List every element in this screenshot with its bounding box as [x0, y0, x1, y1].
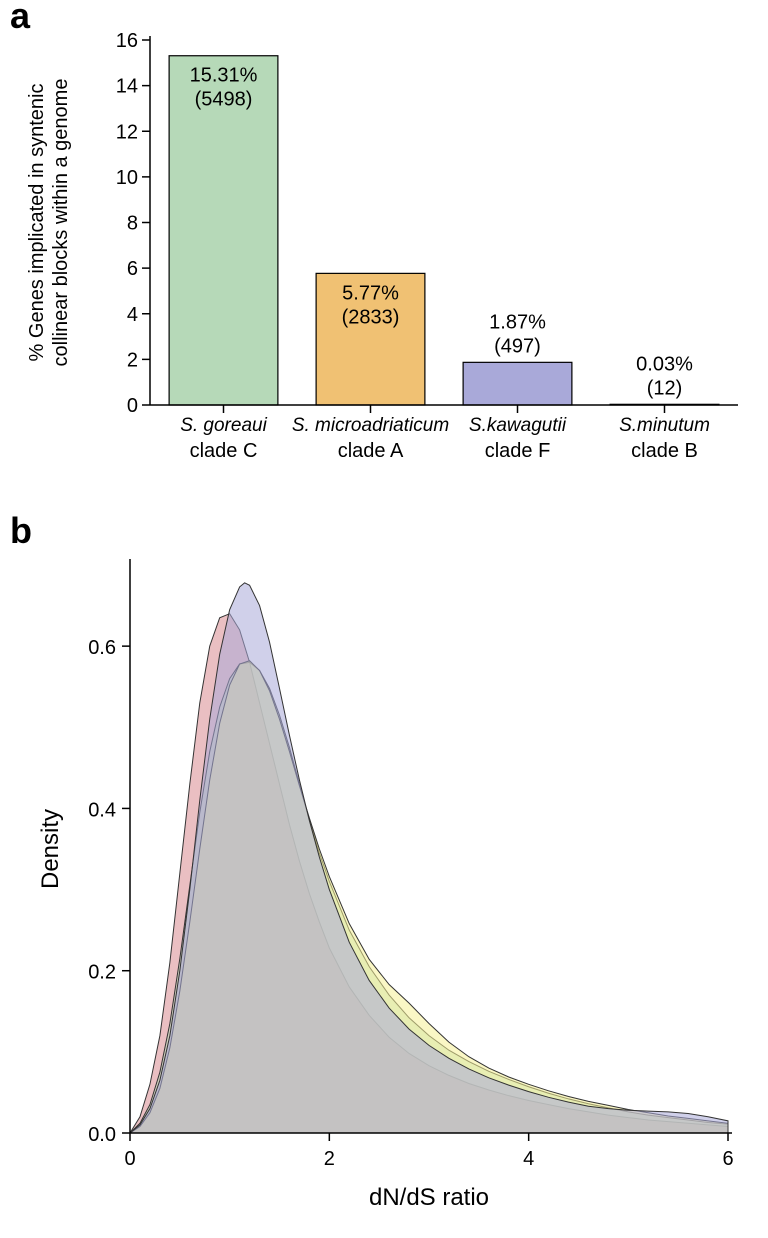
x-tick-label: 4	[523, 1148, 534, 1170]
x-category-species: S. microadriaticum	[292, 415, 449, 436]
panel-b-density-chart: 0.0 0.2 0.4 0.6 0 2 4 6 Density dN/dS ratio	[0, 515, 768, 1233]
y-tick-label: 2	[127, 349, 138, 371]
y-axis-title: Density	[37, 809, 64, 889]
panel-label-a: a	[10, 0, 30, 37]
bar-value-label: 15.31%	[190, 65, 258, 87]
bar-count-label: (2833)	[342, 306, 400, 328]
bar-value-label: 1.87%	[489, 311, 546, 333]
bar-count-label: (497)	[494, 335, 541, 357]
y-tick-label: 0.4	[88, 799, 116, 821]
bar-value-label: 0.03%	[636, 353, 693, 375]
y-tick-label: 14	[116, 76, 138, 98]
bar-count-label: (5498)	[195, 89, 253, 111]
x-tick-label: 0	[124, 1148, 135, 1170]
x-tick-label: 6	[722, 1148, 733, 1170]
y-tick-label: 0.0	[88, 1124, 116, 1146]
x-category-clade: clade C	[190, 440, 258, 462]
y-tick-label: 6	[127, 258, 138, 280]
x-category-species: S. goreaui	[180, 415, 267, 436]
bar-value-label: 5.77%	[342, 282, 399, 304]
x-category-clade: clade F	[485, 440, 551, 462]
y-tick-label: 10	[116, 167, 138, 189]
y-tick-label: 0.2	[88, 962, 116, 984]
density-curve	[130, 583, 728, 1133]
y-tick-label: 4	[127, 304, 138, 326]
x-tick-label: 2	[324, 1148, 335, 1170]
figure-container: a 15.31%(5498) S. goreaui clade C 5.77%(283…	[0, 0, 768, 1233]
y-tick-label: 8	[127, 213, 138, 235]
y-tick-label: 16	[116, 30, 138, 52]
bar	[463, 362, 572, 405]
x-category-clade: clade A	[338, 440, 404, 462]
panel-label-b: b	[10, 510, 32, 552]
x-category-species: S.kawagutii	[469, 415, 567, 436]
panel-b-label-text: b	[10, 510, 32, 551]
panel-a-label-text: a	[10, 0, 30, 36]
bar-count-label: (12)	[647, 377, 683, 399]
x-axis-title: dN/dS ratio	[369, 1184, 489, 1211]
panel-a-bar-chart: 15.31%(5498) S. goreaui clade C 5.77%(2833)…	[0, 0, 768, 515]
y-axis-title-line1: % Genes implicated in syntenic	[26, 84, 48, 362]
x-category-clade: clade B	[631, 440, 698, 462]
y-axis-title-line2: collinear blocks within a genome	[50, 79, 72, 367]
y-tick-label: 0.6	[88, 637, 116, 659]
y-tick-label: 12	[116, 121, 138, 143]
y-tick-label: 0	[127, 395, 138, 417]
x-category-species: S.minutum	[619, 415, 710, 436]
